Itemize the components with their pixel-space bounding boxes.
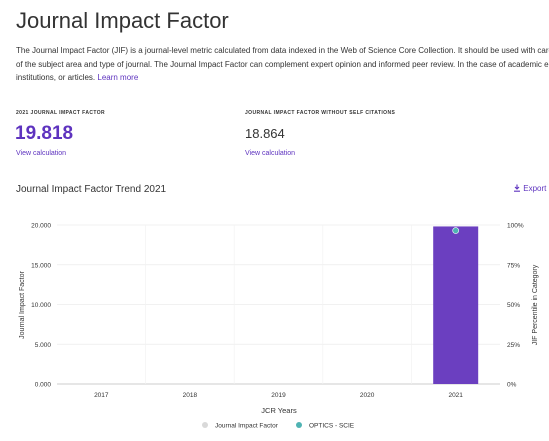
description-line-last: institutions, or articles. Learn more — [16, 71, 549, 85]
jif-label: 2021 JOURNAL IMPACT FACTOR — [16, 110, 106, 116]
y-tick-label: 10.000 — [31, 302, 51, 309]
export-button[interactable]: Export — [513, 184, 546, 193]
jif-no-self-view-calculation-link[interactable]: View calculation — [245, 150, 296, 157]
y-tick-label: 5.000 — [35, 342, 52, 349]
y-tick-label: 0.000 — [35, 382, 52, 389]
jif-no-self-label: JOURNAL IMPACT FACTOR WITHOUT SELF CITAT… — [245, 110, 396, 116]
y-right-tick-label: 0% — [507, 382, 517, 389]
jif-no-self-value: 18.864 — [245, 126, 285, 141]
legend: Journal Impact Factor OPTICS - SCIE — [202, 422, 355, 430]
x-tick-label: 2017 — [94, 392, 109, 399]
export-label: Export — [523, 184, 547, 193]
description-text: institutions, or articles. — [16, 73, 96, 82]
y-right-tick-label: 25% — [507, 342, 520, 349]
x-tick-label: 2019 — [271, 392, 286, 399]
x-tick-label: 2018 — [183, 392, 198, 399]
legend-label-jif: Journal Impact Factor — [215, 423, 279, 430]
chart-section-title: Journal Impact Factor Trend 2021 — [16, 184, 167, 195]
y-axis-title: Journal Impact Factor — [19, 270, 26, 338]
jif-view-calculation-link[interactable]: View calculation — [16, 150, 67, 157]
jif-trend-chart: 0.000 5.000 10.000 15.000 20.000 0% 25% 50% 75%… — [19, 223, 539, 430]
point-category-2021[interactable] — [452, 227, 460, 234]
legend-marker-jif — [202, 422, 208, 428]
learn-more-link[interactable]: Learn more — [97, 73, 139, 82]
y-axis-right-title: JIF Percentile in Category — [532, 264, 539, 345]
description-line: The Journal Impact Factor (JIF) is a jou… — [16, 46, 549, 55]
description-line: of the subject area and type of journal.… — [16, 59, 549, 69]
x-tick-label: 2020 — [360, 392, 375, 399]
y-right-tick-label: 50% — [507, 302, 520, 309]
bar-jif-2021[interactable] — [433, 226, 479, 384]
x-tick-label: 2021 — [448, 392, 463, 399]
y-right-tick-label: 100% — [507, 223, 524, 230]
jif-value: 19.818 — [15, 123, 74, 144]
y-tick-label: 20.000 — [31, 223, 51, 230]
legend-marker-category — [296, 422, 302, 428]
download-icon — [514, 184, 520, 192]
x-axis-title: JCR Years — [261, 406, 297, 415]
description: The Journal Impact Factor (JIF) is a jou… — [16, 44, 549, 85]
y-tick-label: 15.000 — [31, 262, 51, 269]
y-right-tick-label: 75% — [507, 262, 520, 269]
page-title: Journal Impact Factor — [16, 8, 229, 33]
legend-label-category: OPTICS - SCIE — [309, 423, 355, 430]
